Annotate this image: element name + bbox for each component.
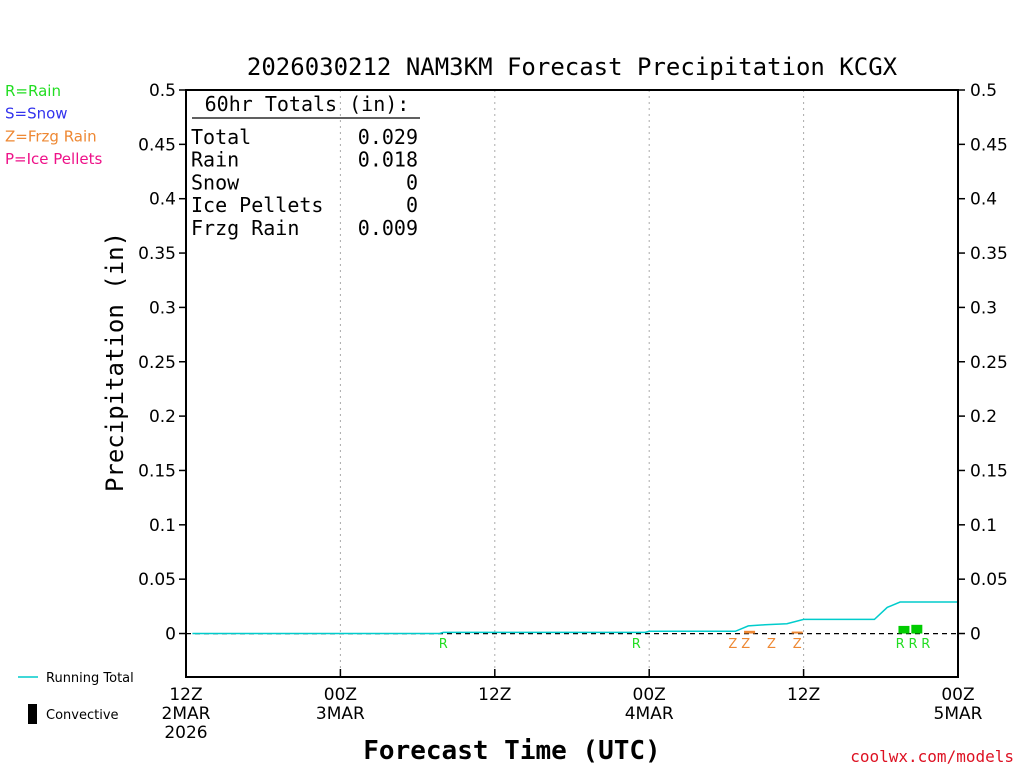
x-tick-label: 2026 <box>164 723 207 743</box>
x-tick-label: 2MAR <box>162 704 211 724</box>
legend-series-label: Running Total <box>46 671 134 686</box>
y-tick-label-right: 0.3 <box>970 298 997 318</box>
y-tick-label-right: 0.2 <box>970 407 997 427</box>
y-tick-label-right: 0.05 <box>970 570 1008 590</box>
x-tick-label: 00Z <box>633 685 666 705</box>
totals-box: 60hr Totals (in): Total 0.029 Rain 0.018 Sno… <box>191 92 420 240</box>
x-tick-label: 12Z <box>169 685 202 705</box>
totals-row-label: Total <box>191 125 251 149</box>
y-tick-label-left: 0.35 <box>138 244 176 264</box>
plot-frame <box>185 89 959 678</box>
legend-type-label: S=Snow <box>5 105 68 123</box>
precip-bar <box>791 631 803 634</box>
totals-row-label: Ice Pellets <box>191 193 323 217</box>
y-tick-label-left: 0.4 <box>149 190 176 210</box>
y-tick-label-left: 0.2 <box>149 407 176 427</box>
totals-row-label: Rain <box>191 148 239 172</box>
x-tick-label: 00Z <box>941 685 974 705</box>
y-tick-label-left: 0.1 <box>149 516 176 536</box>
y-tick-label-right: 0.35 <box>970 244 1008 264</box>
totals-rows: Total 0.029 Rain 0.018 Snow 0 Ice Pellets 0 Frzg… <box>191 125 418 240</box>
type-marker: R <box>439 637 448 652</box>
x-tick-label: 5MAR <box>934 704 983 724</box>
legend-type-label: R=Rain <box>5 82 61 100</box>
totals-row-value: 0 <box>406 170 418 194</box>
y-tick-label-right: 0 <box>970 625 981 645</box>
chart-title: 2026030212 NAM3KM Forecast Precipitation… <box>247 53 898 81</box>
type-marker: R <box>632 637 641 652</box>
precip-type-legend: R=Rain S=Snow Z=Frzg Rain P=Ice Pellets <box>5 82 102 168</box>
running-total-line <box>192 601 958 635</box>
y-tick-label-right: 0.25 <box>970 353 1008 373</box>
y-tick-label-left: 0 <box>165 625 176 645</box>
y-tick-label-left: 0.45 <box>138 135 176 155</box>
x-tick-label: 12Z <box>478 685 511 705</box>
x-tick-label: 12Z <box>787 685 820 705</box>
type-marker: Z <box>741 637 750 652</box>
type-marker: Z <box>793 637 802 652</box>
grid-layer <box>339 90 805 677</box>
precip-bar <box>911 624 923 634</box>
totals-row-label: Frzg Rain <box>191 216 299 240</box>
axis-ticks: 0 00.05 0.050.1 0.10.15 0.150.2 0.20.25 0.250.… <box>138 81 1008 645</box>
totals-row-value: 0.029 <box>358 125 418 149</box>
x-tick-label: 4MAR <box>625 704 674 724</box>
y-axis-label: Precipitation (in) <box>101 232 129 492</box>
y-tick-label-left: 0.15 <box>138 461 176 481</box>
legend-type-label: Z=Frzg Rain <box>5 127 97 145</box>
y-tick-label-left: 0.25 <box>138 353 176 373</box>
series-legend: Running Total Convective <box>18 671 134 724</box>
legend-type-label: P=Ice Pellets <box>5 150 102 168</box>
x-axis-label: Forecast Time (UTC) <box>363 736 660 766</box>
type-marker: R <box>908 637 917 652</box>
type-marker: Z <box>728 637 737 652</box>
type-marker: Z <box>767 637 776 652</box>
y-tick-label-left: 0.3 <box>149 298 176 318</box>
y-tick-label-right: 0.15 <box>970 461 1008 481</box>
precip-bar <box>744 630 756 634</box>
y-tick-label-left: 0.05 <box>138 570 176 590</box>
totals-row-value: 0 <box>406 193 418 217</box>
y-tick-label-right: 0.4 <box>970 190 997 210</box>
totals-row-value: 0.018 <box>358 148 418 172</box>
x-tick-label: 3MAR <box>316 704 365 724</box>
totals-row-label: Snow <box>191 170 240 194</box>
legend-series-label: Convective <box>46 708 119 723</box>
precip-bar <box>898 625 910 634</box>
y-tick-label-right: 0.1 <box>970 516 997 536</box>
credit-link[interactable]: coolwx.com/models <box>850 747 1014 766</box>
x-tick-label: 00Z <box>324 685 357 705</box>
type-marker: R <box>921 637 930 652</box>
totals-header: 60hr Totals (in): <box>205 92 410 116</box>
y-tick-label-right: 0.45 <box>970 135 1008 155</box>
legend-bar-swatch <box>28 704 37 724</box>
y-tick-label-left: 0.5 <box>149 81 176 101</box>
totals-row-value: 0.009 <box>358 216 418 240</box>
type-marker: R <box>896 637 905 652</box>
y-tick-label-right: 0.5 <box>970 81 997 101</box>
bars-layer <box>744 624 923 634</box>
